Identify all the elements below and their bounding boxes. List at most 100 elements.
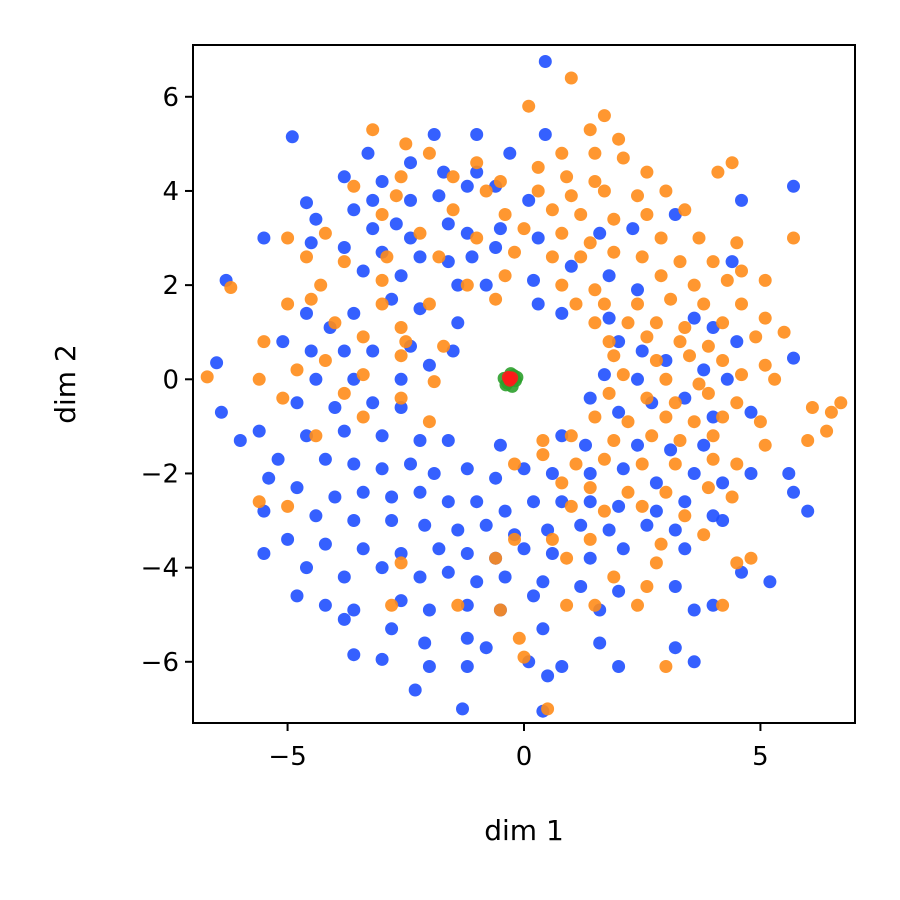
series-1-point-8 — [470, 156, 484, 170]
series-0-point-22 — [389, 217, 403, 231]
series-0-point-15 — [432, 189, 446, 203]
y-tick-label: 2 — [162, 271, 179, 301]
series-1-point-7 — [422, 146, 436, 160]
series-1-point-140 — [607, 434, 621, 447]
series-1-point-82 — [758, 311, 772, 325]
series-1-point-13 — [394, 170, 408, 184]
series-0-point-102 — [631, 438, 644, 452]
series-0-point-16 — [460, 179, 474, 193]
series-1-point-176 — [394, 556, 408, 570]
plot-frame — [192, 44, 856, 724]
series-0-point-85 — [366, 396, 380, 410]
series-0-point-158 — [394, 547, 408, 560]
series-1-point-114 — [692, 377, 706, 391]
series-1-point-147 — [536, 448, 550, 462]
series-0-point-200 — [347, 648, 361, 662]
series-1-point-173 — [649, 556, 663, 570]
series-1-point-41 — [517, 222, 531, 236]
series-1-point-99 — [749, 330, 763, 344]
series-1-point-161 — [252, 495, 266, 509]
series-1-point-22 — [389, 189, 403, 203]
series-0-point-110 — [404, 457, 417, 471]
series-1-point-167 — [545, 532, 559, 546]
series-0-point-199 — [668, 641, 682, 655]
series-1-point-12 — [616, 151, 630, 165]
y-axis-label: dim 2 — [49, 344, 82, 424]
y-tick-label: −2 — [141, 459, 179, 489]
series-1-point-67 — [654, 269, 668, 283]
series-0-point-171 — [413, 570, 427, 584]
series-0-point-205 — [555, 660, 569, 673]
series-0-point-152 — [668, 523, 682, 537]
series-0-point-172 — [441, 565, 455, 579]
series-1-point-10 — [555, 146, 569, 160]
series-1-point-59 — [735, 264, 748, 278]
series-0-point-188 — [527, 589, 540, 603]
series-0-point-128 — [413, 485, 427, 499]
series-0-point-155 — [281, 532, 295, 546]
series-1-point-77 — [597, 297, 611, 311]
series-0-point-106 — [271, 452, 285, 466]
series-1-point-4 — [399, 137, 413, 151]
series-0-point-153 — [716, 514, 730, 527]
series-0-point-18 — [522, 193, 536, 207]
series-0-point-105 — [233, 434, 247, 447]
series-1-point-120 — [602, 386, 616, 400]
series-0-point-191 — [706, 598, 720, 612]
series-1-point-49 — [337, 255, 351, 269]
series-1-point-32 — [545, 203, 559, 217]
series-0-point-29 — [337, 241, 351, 254]
x-tick-label: 0 — [516, 742, 533, 772]
series-0-point-192 — [337, 612, 351, 626]
series-0-point-198 — [593, 636, 607, 650]
series-0-point-95 — [337, 424, 351, 438]
series-0-point-175 — [536, 575, 550, 589]
series-0-point-107 — [318, 452, 332, 466]
series-0-point-33 — [465, 250, 479, 264]
series-1-point-26 — [597, 184, 611, 198]
series-1-point-171 — [489, 551, 503, 565]
series-1-point-70 — [758, 273, 772, 287]
series-1-point-103 — [649, 354, 663, 367]
series-0-point-80 — [697, 363, 711, 377]
series-1-point-179 — [385, 598, 399, 612]
series-1-point-30 — [446, 203, 460, 217]
series-1-point-100 — [318, 354, 332, 367]
series-0-point-113 — [489, 471, 503, 485]
series-1-point-53 — [545, 250, 559, 264]
series-1-point-56 — [635, 250, 649, 264]
series-1-point-76 — [569, 297, 583, 311]
series-0-point-170 — [375, 561, 389, 575]
series-0-point-196 — [479, 641, 493, 655]
series-0-point-88 — [612, 405, 626, 419]
series-0-point-141 — [309, 509, 323, 523]
series-1-point-122 — [668, 396, 682, 410]
series-1-point-79 — [664, 292, 678, 306]
series-0-point-181 — [290, 589, 304, 603]
series-1-point-111 — [427, 375, 441, 389]
series-1-point-101 — [394, 349, 408, 363]
series-0-point-134 — [583, 495, 597, 509]
series-1-point-139 — [564, 429, 578, 443]
series-1-point-38 — [318, 226, 332, 240]
series-0-point-2 — [427, 128, 441, 141]
series-1-point-96 — [640, 330, 654, 344]
series-1-point-20 — [725, 156, 739, 170]
series-0-point-208 — [408, 683, 422, 697]
series-0-point-47 — [725, 255, 739, 269]
series-1-point-15 — [493, 175, 507, 188]
series-1-point-146 — [508, 457, 521, 471]
series-0-point-116 — [583, 467, 597, 480]
series-1-point-17 — [588, 175, 602, 188]
series-0-point-197 — [536, 622, 550, 636]
series-1-point-116 — [768, 372, 782, 386]
series-1-point-85 — [588, 316, 602, 330]
series-1-point-178 — [640, 580, 654, 593]
series-1-point-163 — [597, 504, 611, 518]
series-0-point-8 — [337, 170, 351, 184]
series-1-point-80 — [697, 297, 711, 311]
series-0-point-156 — [318, 537, 332, 551]
series-1-point-90 — [777, 325, 791, 339]
series-1-point-185 — [716, 598, 730, 612]
